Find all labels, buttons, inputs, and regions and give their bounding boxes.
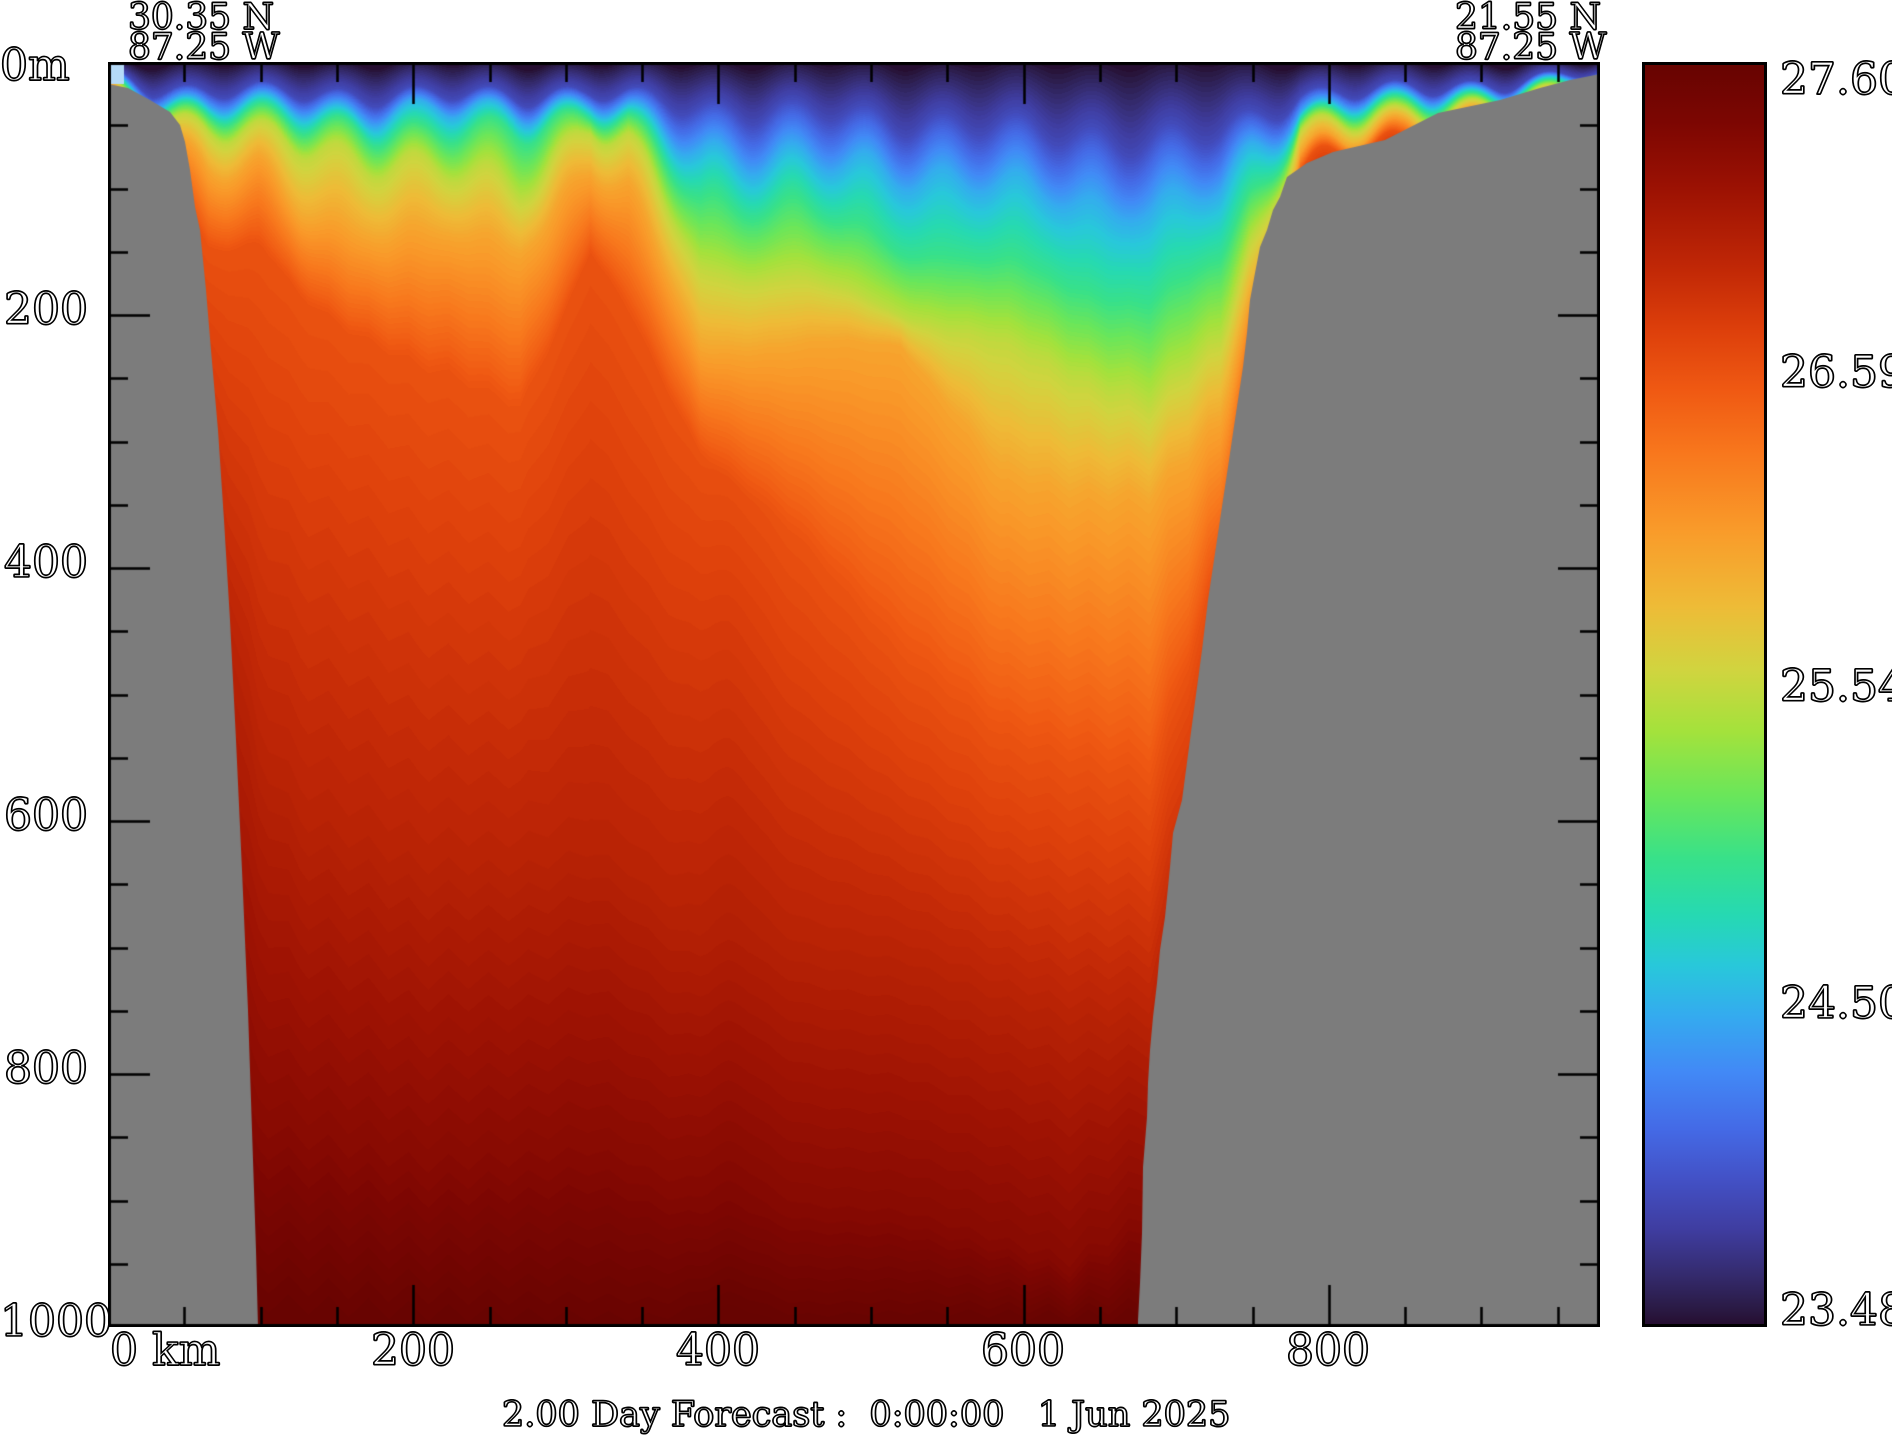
colorbar-label-2: 26.59 <box>1779 347 1892 398</box>
transect-start-longitude: 87.25 W <box>127 27 280 68</box>
transect-start-latitude: 30.35 N <box>127 0 275 38</box>
density-section-canvas <box>108 62 1600 1327</box>
distance-axis-label-200: 200 <box>370 1325 455 1376</box>
transect-end-latitude: 21.55 N <box>1454 0 1602 38</box>
colorbar-label-max: 27.60 <box>1779 54 1892 105</box>
depth-axis-label-800: 800 <box>3 1043 88 1094</box>
colorbar-label-4: 24.50 <box>1779 978 1892 1029</box>
depth-axis-label-0m: 0m <box>0 40 70 91</box>
depth-axis-label-600: 600 <box>3 790 88 841</box>
depth-axis-label-200: 200 <box>3 284 88 335</box>
distance-axis-label-800: 800 <box>1285 1325 1370 1376</box>
colorbar-label-3: 25.54 <box>1779 661 1892 712</box>
depth-axis-label-400: 400 <box>3 537 88 588</box>
depth-axis-label-1000: 1000 <box>0 1296 113 1347</box>
colorbar <box>1642 62 1767 1327</box>
distance-axis-label-0km: 0 km <box>109 1325 221 1376</box>
distance-axis-label-600: 600 <box>980 1325 1065 1376</box>
distance-axis-label-400: 400 <box>675 1325 760 1376</box>
transect-end-longitude: 87.25 W <box>1454 27 1607 68</box>
colorbar-label-min: 23.48 <box>1779 1285 1892 1336</box>
forecast-caption: 2.00 Day Forecast : 0:00:00 1 Jun 2025 <box>501 1395 1231 1435</box>
